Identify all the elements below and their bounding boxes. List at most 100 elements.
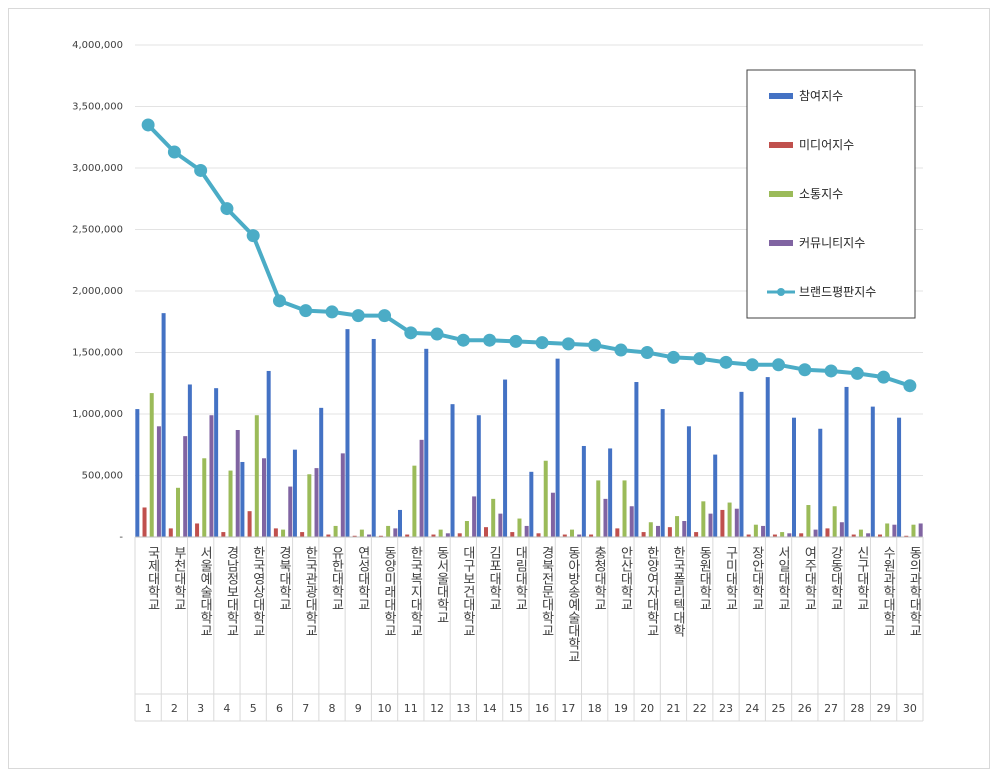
- rank-label: 11: [404, 702, 418, 715]
- bar-참여지수: [476, 415, 481, 537]
- point-브랜드평판지수: [220, 202, 234, 216]
- bar-참여지수: [161, 313, 166, 537]
- chart-svg: - 500,000 1,000,000 1,500,000 2,000,000 2,500…: [72, 40, 924, 722]
- bar-미디어지수: [772, 534, 777, 537]
- point-브랜드평판지수: [246, 229, 260, 243]
- bar-참여지수: [398, 509, 402, 537]
- point-브랜드평판지수: [430, 327, 444, 341]
- category-label: 경북전문대학교: [539, 546, 554, 637]
- category-label: 수원과학대학교: [880, 546, 895, 637]
- bar-참여지수: [292, 449, 297, 537]
- bar-소통지수: [570, 529, 574, 537]
- point-브랜드평판지수: [456, 333, 470, 347]
- rank-label: 16: [535, 702, 549, 715]
- bar-커뮤니티지수: [603, 498, 608, 537]
- point-브랜드평판지수: [877, 370, 891, 384]
- bar-소통지수: [596, 480, 601, 537]
- category-label: 유한대학교: [329, 546, 344, 611]
- bar-소통지수: [438, 529, 443, 537]
- point-브랜드평판지수: [666, 350, 680, 364]
- bar-소통지수: [149, 393, 154, 537]
- rank-label: 15: [509, 702, 523, 715]
- category-label: 서울예술대학교: [197, 546, 212, 637]
- rank-label: 26: [798, 702, 812, 715]
- rank-label: 21: [666, 702, 680, 715]
- rank-label: 29: [877, 702, 891, 715]
- legend-label: 커뮤니티지수: [799, 236, 865, 250]
- bar-소통지수: [858, 529, 863, 537]
- bar-미디어지수: [536, 533, 541, 537]
- bar-참여지수: [450, 404, 455, 537]
- legend-swatch: [769, 93, 793, 99]
- bar-소통지수: [701, 501, 706, 537]
- bar-소통지수: [176, 487, 180, 537]
- bar-참여지수: [660, 409, 665, 537]
- bar-미디어지수: [904, 535, 909, 537]
- legend-marker: [777, 288, 785, 296]
- bar-커뮤니티지수: [524, 525, 529, 537]
- rank-label: 13: [456, 702, 470, 715]
- bar-미디어지수: [168, 528, 173, 537]
- bar-커뮤니티지수: [892, 524, 897, 537]
- bar-커뮤니티지수: [629, 506, 634, 537]
- category-label: 대구보건대학교: [460, 546, 475, 637]
- bar-미디어지수: [142, 507, 147, 537]
- category-label: 구미대학교: [723, 546, 738, 611]
- point-브랜드평판지수: [167, 145, 181, 159]
- category-label: 부천대학교: [171, 546, 186, 611]
- bar-커뮤니티지수: [498, 513, 503, 537]
- bar-소통지수: [780, 532, 785, 537]
- bar-미디어지수: [615, 528, 620, 537]
- point-브랜드평판지수: [798, 363, 812, 377]
- y-tick-label: 3,500,000: [72, 102, 123, 113]
- point-브랜드평판지수: [772, 358, 786, 372]
- bar-커뮤니티지수: [262, 458, 266, 537]
- point-브랜드평판지수: [299, 304, 313, 318]
- y-tick-label: -: [119, 532, 123, 543]
- y-tick-label: 1,500,000: [72, 348, 123, 359]
- bar-소통지수: [885, 523, 890, 537]
- bar-소통지수: [491, 498, 496, 537]
- rank-label: 12: [430, 702, 444, 715]
- bar-커뮤니티지수: [314, 468, 319, 537]
- bar-커뮤니티지수: [734, 508, 739, 537]
- bar-미디어지수: [878, 534, 882, 537]
- point-브랜드평판지수: [693, 352, 707, 366]
- rank-label: 10: [378, 702, 392, 715]
- bar-커뮤니티지수: [761, 525, 766, 537]
- category-label: 동서울대학교: [434, 546, 449, 624]
- bar-소통지수: [359, 529, 364, 537]
- rank-label: 20: [640, 702, 654, 715]
- bar-미디어지수: [851, 534, 856, 537]
- bar-커뮤니티지수: [393, 528, 398, 537]
- bar-소통지수: [254, 415, 259, 537]
- bar-참여지수: [870, 406, 875, 537]
- bar-소통지수: [648, 522, 653, 537]
- bar-소통지수: [727, 502, 732, 537]
- bar-소통지수: [464, 521, 469, 537]
- bar-커뮤니티지수: [682, 521, 687, 537]
- legend-label: 소통지수: [799, 187, 843, 201]
- bar-커뮤니티지수: [209, 415, 214, 537]
- y-tick-label: 500,000: [82, 471, 123, 482]
- bar-커뮤니티지수: [918, 523, 923, 537]
- bar-미디어지수: [484, 527, 488, 537]
- line-series: [141, 118, 917, 393]
- bar-참여지수: [713, 454, 718, 537]
- bar-소통지수: [228, 470, 233, 537]
- bar-참여지수: [555, 358, 560, 537]
- bar-참여지수: [240, 461, 245, 537]
- rank-label: 30: [903, 702, 917, 715]
- bar-미디어지수: [562, 534, 567, 537]
- rank-label: 23: [719, 702, 733, 715]
- bar-커뮤니티지수: [419, 439, 424, 537]
- bar-참여지수: [608, 448, 613, 537]
- bar-소통지수: [543, 460, 548, 537]
- category-label: 동원대학교: [696, 546, 711, 611]
- rank-label: 19: [614, 702, 628, 715]
- point-브랜드평판지수: [535, 336, 549, 350]
- chart-frame: - 500,000 1,000,000 1,500,000 2,000,000 2,500…: [8, 8, 990, 769]
- point-브랜드평판지수: [719, 355, 733, 369]
- bar-참여지수: [634, 382, 639, 537]
